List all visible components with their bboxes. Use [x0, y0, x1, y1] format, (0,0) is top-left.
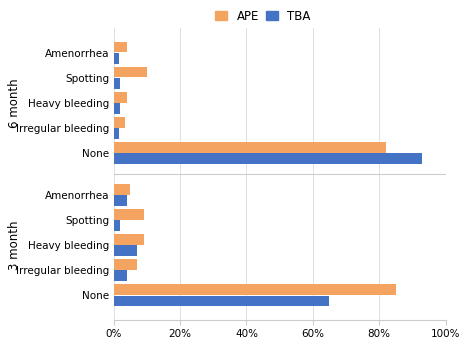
- Bar: [114, 142, 386, 153]
- Bar: [114, 234, 144, 245]
- Bar: [114, 209, 144, 220]
- Bar: [114, 117, 125, 127]
- Bar: [114, 53, 118, 64]
- Bar: [114, 153, 422, 164]
- Bar: [114, 67, 147, 77]
- Bar: [114, 103, 120, 114]
- Bar: [114, 295, 329, 306]
- Bar: [114, 271, 127, 281]
- Bar: [114, 220, 120, 231]
- Bar: [114, 195, 127, 206]
- Bar: [114, 42, 127, 53]
- Bar: [114, 78, 120, 89]
- Bar: [114, 184, 130, 195]
- Text: 6 month: 6 month: [8, 78, 21, 128]
- Bar: [114, 245, 137, 256]
- Bar: [114, 259, 137, 270]
- Bar: [114, 284, 396, 295]
- Legend: APE, TBA: APE, TBA: [210, 5, 316, 28]
- Bar: [114, 92, 127, 103]
- Text: 3 month: 3 month: [8, 220, 21, 270]
- Bar: [114, 128, 118, 139]
